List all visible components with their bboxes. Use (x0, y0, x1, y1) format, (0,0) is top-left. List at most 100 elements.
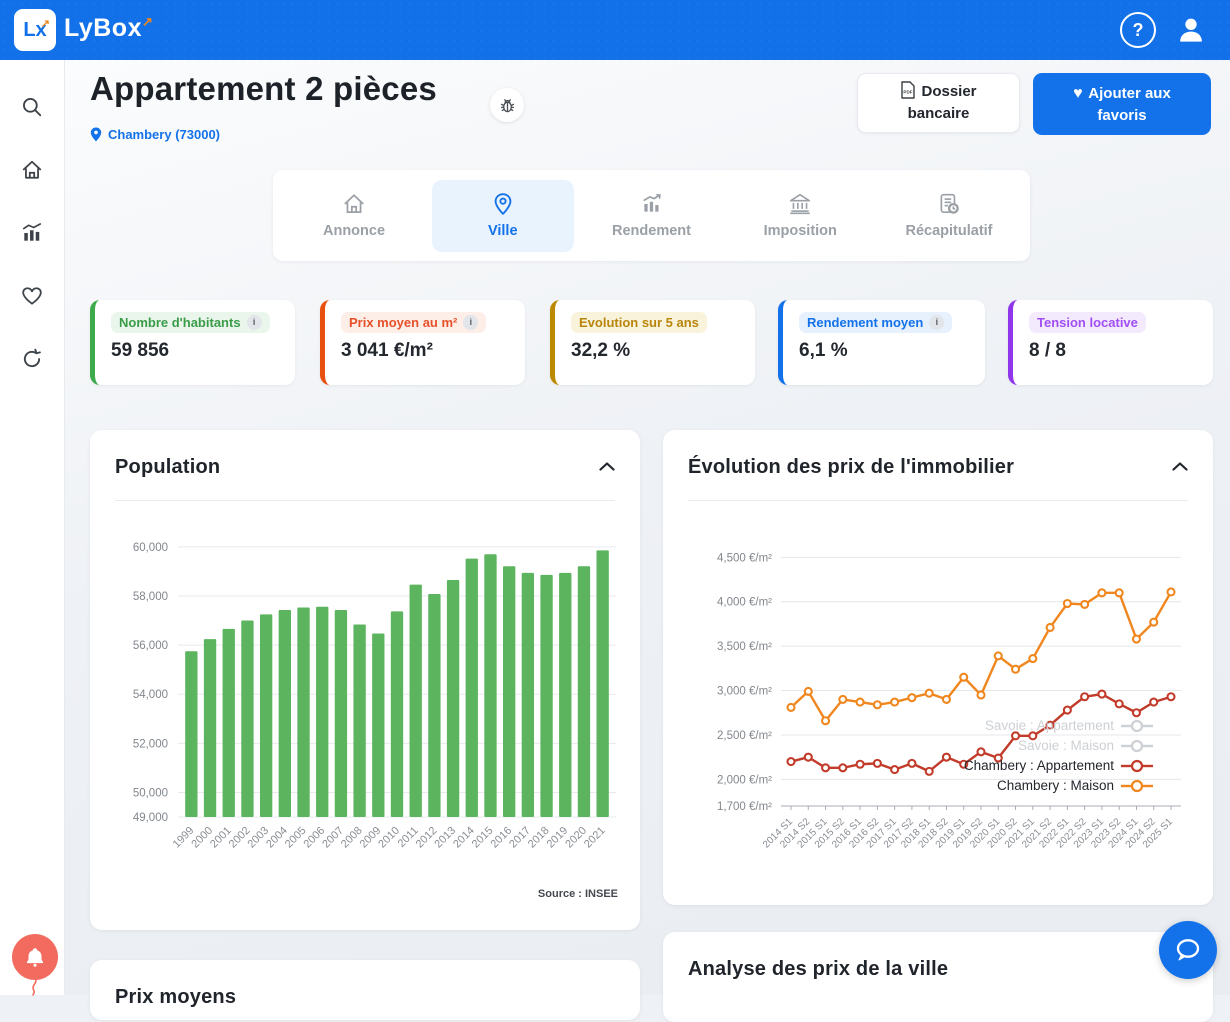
stat-value: 59 856 (111, 340, 170, 361)
legend-savoie-maison[interactable]: Savoie : Maison (1018, 738, 1153, 753)
city-price-analysis-card: Analyse des prix de la ville (663, 932, 1213, 1022)
breadcrumb-location[interactable]: Chambery (73000) (90, 127, 220, 142)
tab-label: Annonce (322, 223, 386, 239)
svg-text:2021: 2021 (582, 825, 608, 851)
chart-source: Source : INSEE (537, 888, 618, 900)
stat-label-pill: Tension locative (1029, 312, 1146, 333)
stat-card-rendement: Rendement moyen i 6,1 % (778, 300, 985, 385)
top-navigation-bar: Lx ↗ LyBox↗ ? (0, 0, 1230, 60)
legend-label: Savoie : Appartement (984, 718, 1114, 733)
svg-text:4,500 €/m²: 4,500 €/m² (717, 552, 772, 564)
svg-text:2,500 €/m²: 2,500 €/m² (717, 730, 772, 742)
info-icon[interactable]: i (463, 315, 479, 330)
stat-card-prix-moyen: Prix moyen au m² i 3 041 €/m² (320, 300, 525, 385)
logo-arrow-icon: ↗ (40, 18, 50, 30)
search-icon[interactable] (21, 96, 43, 118)
refresh-icon[interactable] (21, 348, 43, 370)
stat-value: 3 041 €/m² (341, 340, 433, 361)
tab-imposition[interactable]: Imposition (729, 180, 871, 252)
legend-marker-icon (1121, 719, 1153, 732)
analysis-card-title: Analyse des prix de la ville (688, 958, 949, 980)
pdf-file-icon: PDF (901, 81, 916, 99)
tab-recapitulatif[interactable]: Récapitulatif (878, 180, 1020, 252)
svg-text:52,000: 52,000 (133, 738, 168, 750)
price-evolution-card: Évolution des prix de l'immobilier 1,700… (663, 430, 1213, 905)
notifications-button[interactable] (12, 934, 58, 980)
population-bar-chart: 49,000 50,000 52,000 54,000 56,000 58,000 60,0… (133, 542, 616, 851)
svg-text:56,000: 56,000 (133, 640, 168, 652)
home-icon[interactable] (21, 159, 43, 181)
population-card: Population 49,000 50,000 52,000 54,000 56,00… (90, 430, 640, 930)
add-to-favorites-button[interactable]: ♥ Ajouter aux favoris (1033, 73, 1211, 135)
tab-label: Récapitulatif (905, 223, 993, 239)
stat-label-pill: Rendement moyen i (799, 312, 953, 333)
chat-button[interactable] (1159, 921, 1217, 979)
dossier-bancaire-button[interactable]: PDF Dossier bancaire (857, 73, 1020, 133)
tab-annonce[interactable]: Annonce (283, 180, 425, 252)
bell-string-decoration (32, 980, 37, 996)
price-card-title: Évolution des prix de l'immobilier (688, 456, 1015, 478)
brand-arrow-icon: ↗ (141, 14, 154, 29)
chart-legend: Savoie : Appartement Savoie : Maison Cha… (964, 718, 1153, 793)
location-label: Chambery (73000) (108, 127, 220, 142)
legend-chambery-appartement[interactable]: Chambery : Appartement (964, 758, 1153, 773)
tab-label: Ville (487, 223, 518, 239)
svg-text:PDF: PDF (904, 90, 913, 95)
legend-savoie-appartement[interactable]: Savoie : Appartement (985, 718, 1153, 733)
stat-label-pill: Evolution sur 5 ans (571, 312, 707, 333)
svg-text:54,000: 54,000 (133, 689, 168, 701)
legend-label: Savoie : Maison (1017, 738, 1114, 753)
divider (115, 500, 615, 501)
summary-document-icon (940, 193, 959, 214)
svg-text:49,000: 49,000 (133, 812, 168, 824)
stat-label-pill: Nombre d'habitants i (111, 312, 270, 333)
bell-icon (26, 948, 44, 967)
brand-wordmark[interactable]: LyBox↗ (64, 14, 154, 42)
legend-label: Chambery : Maison (996, 778, 1114, 793)
stat-label-pill: Prix moyen au m² i (341, 312, 487, 333)
average-prices-card-title: Prix moyens (115, 986, 237, 1008)
legend-marker-icon (1121, 759, 1153, 772)
svg-text:60,000: 60,000 (133, 542, 168, 554)
page-title: Appartement 2 pièces (90, 70, 437, 107)
logo-monogram: Lx (23, 18, 47, 41)
tab-rendement[interactable]: Rendement (581, 180, 723, 252)
section-tabbar: Annonce Ville Rendement Imposition (273, 170, 1030, 261)
tab-label: Rendement (612, 223, 691, 239)
lybox-logo-icon[interactable]: Lx ↗ (14, 9, 56, 51)
map-pin-icon (494, 193, 512, 215)
analytics-icon[interactable] (21, 222, 43, 244)
chart-trend-icon (642, 193, 661, 212)
svg-text:4,000 €/m²: 4,000 €/m² (717, 597, 772, 609)
map-pin-icon (90, 127, 102, 142)
report-bug-button[interactable] (490, 88, 524, 122)
stat-value: 32,2 % (571, 340, 631, 361)
stat-card-habitants: Nombre d'habitants i 59 856 (90, 300, 295, 385)
svg-text:58,000: 58,000 (133, 591, 168, 603)
collapse-chevron-icon[interactable] (599, 462, 615, 471)
tab-ville[interactable]: Ville (431, 179, 574, 252)
stat-value: 8 / 8 (1029, 340, 1066, 361)
heart-icon[interactable] (21, 285, 43, 307)
user-account-icon[interactable] (1176, 15, 1206, 45)
collapse-chevron-icon[interactable] (1172, 462, 1188, 471)
favorites-label: Ajouter aux favoris (1088, 84, 1171, 124)
dossier-label: Dossier bancaire (907, 83, 977, 122)
stat-card-tension: Tension locative 8 / 8 (1008, 300, 1213, 385)
info-icon[interactable]: i (929, 315, 945, 330)
svg-text:3,000 €/m²: 3,000 €/m² (717, 686, 772, 698)
svg-text:2,000 €/m²: 2,000 €/m² (717, 774, 772, 786)
average-prices-card: Prix moyens (90, 960, 640, 1020)
left-sidebar (0, 60, 65, 995)
heart-icon: ♥ (1073, 84, 1083, 102)
svg-text:50,000: 50,000 (133, 787, 168, 799)
legend-chambery-maison[interactable]: Chambery : Maison (997, 778, 1153, 793)
bug-icon (500, 98, 514, 112)
help-button[interactable]: ? (1120, 12, 1156, 48)
stat-card-evolution: Evolution sur 5 ans 32,2 % (550, 300, 755, 385)
price-line-chart: 1,700 €/m² 2,000 €/m² 2,500 €/m² 3,000 €/m²… (717, 552, 1181, 850)
svg-text:3,500 €/m²: 3,500 €/m² (717, 641, 772, 653)
info-icon[interactable]: i (246, 315, 262, 330)
population-card-title: Population (115, 456, 221, 478)
legend-marker-icon (1121, 779, 1153, 792)
